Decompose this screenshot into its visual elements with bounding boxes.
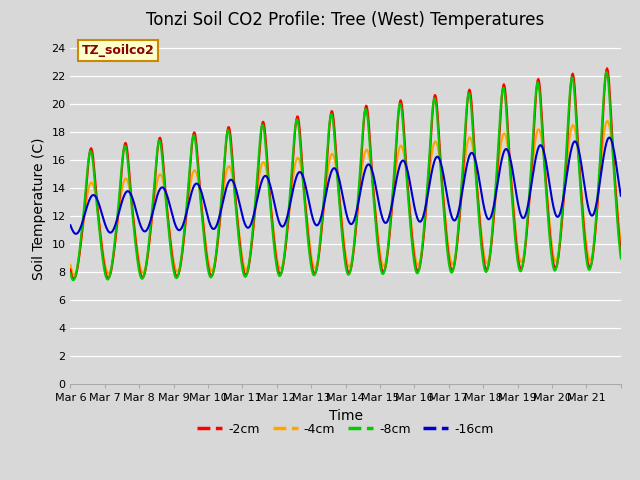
X-axis label: Time: Time	[328, 408, 363, 422]
Y-axis label: Soil Temperature (C): Soil Temperature (C)	[32, 138, 45, 280]
Text: TZ_soilco2: TZ_soilco2	[81, 44, 154, 57]
Title: Tonzi Soil CO2 Profile: Tree (West) Temperatures: Tonzi Soil CO2 Profile: Tree (West) Temp…	[147, 11, 545, 29]
Legend: -2cm, -4cm, -8cm, -16cm: -2cm, -4cm, -8cm, -16cm	[193, 418, 499, 441]
